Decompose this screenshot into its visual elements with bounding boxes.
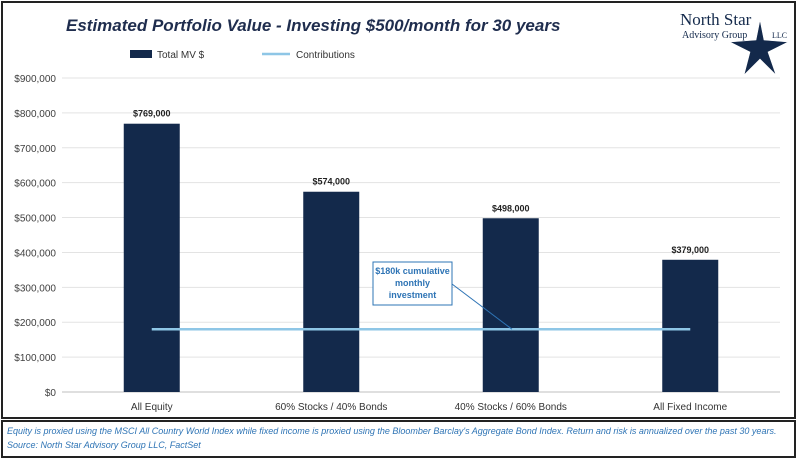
bar-data-label: $379,000 <box>671 245 709 255</box>
y-tick-label: $700,000 <box>14 144 56 155</box>
y-tick-label: $100,000 <box>14 353 56 364</box>
logo-name: North Star <box>680 10 752 29</box>
y-tick-label: $500,000 <box>14 214 56 225</box>
legend-label-line: Contributions <box>296 50 355 61</box>
x-tick-label: All Equity <box>131 402 173 413</box>
legend-label-bars: Total MV $ <box>157 50 205 61</box>
bar-data-label: $498,000 <box>492 203 530 213</box>
annotation-text: monthly <box>395 278 430 288</box>
bar-data-label: $574,000 <box>312 177 350 187</box>
bar-chart: $0 $100,000 $200,000 $300,000 $400,000 $500,0… <box>14 50 780 413</box>
chart-frame <box>1 1 796 419</box>
footnotes: Equity is proxied using the MSCI All Cou… <box>1 420 796 458</box>
bar <box>482 218 539 392</box>
annotation-connector <box>451 283 513 330</box>
y-tick-label: $600,000 <box>14 179 56 190</box>
y-tick-label: $800,000 <box>14 109 56 120</box>
x-tick-label: All Fixed Income <box>653 402 727 413</box>
bar <box>662 259 719 392</box>
y-tick-label: $300,000 <box>14 283 56 294</box>
north-star-logo: North Star Advisory Group LLC <box>680 10 790 75</box>
logo-llc: LLC <box>772 31 787 40</box>
y-tick-label: $900,000 <box>14 74 56 85</box>
logo-sub: Advisory Group <box>682 30 747 41</box>
bar-data-label: $769,000 <box>133 109 171 119</box>
star-icon <box>728 19 790 75</box>
x-tick-label: 60% Stocks / 40% Bonds <box>275 402 387 413</box>
legend-swatch-bars <box>130 50 152 58</box>
y-tick-label: $400,000 <box>14 248 56 259</box>
source-text: Source: North Star Advisory Group LLC, F… <box>7 440 201 450</box>
x-tick-label: 40% Stocks / 60% Bonds <box>455 402 567 413</box>
annotation-text: $180k cumulative <box>375 266 450 276</box>
annotation-text: investment <box>389 290 437 300</box>
y-tick-label: $200,000 <box>14 318 56 329</box>
bar <box>123 123 180 393</box>
y-tick-label: $0 <box>45 388 57 399</box>
annotation-box <box>372 261 453 306</box>
bar <box>303 191 360 392</box>
chart-title: Estimated Portfolio Value - Investing $5… <box>66 16 561 35</box>
footnote-text: Equity is proxied using the MSCI All Cou… <box>7 426 777 436</box>
